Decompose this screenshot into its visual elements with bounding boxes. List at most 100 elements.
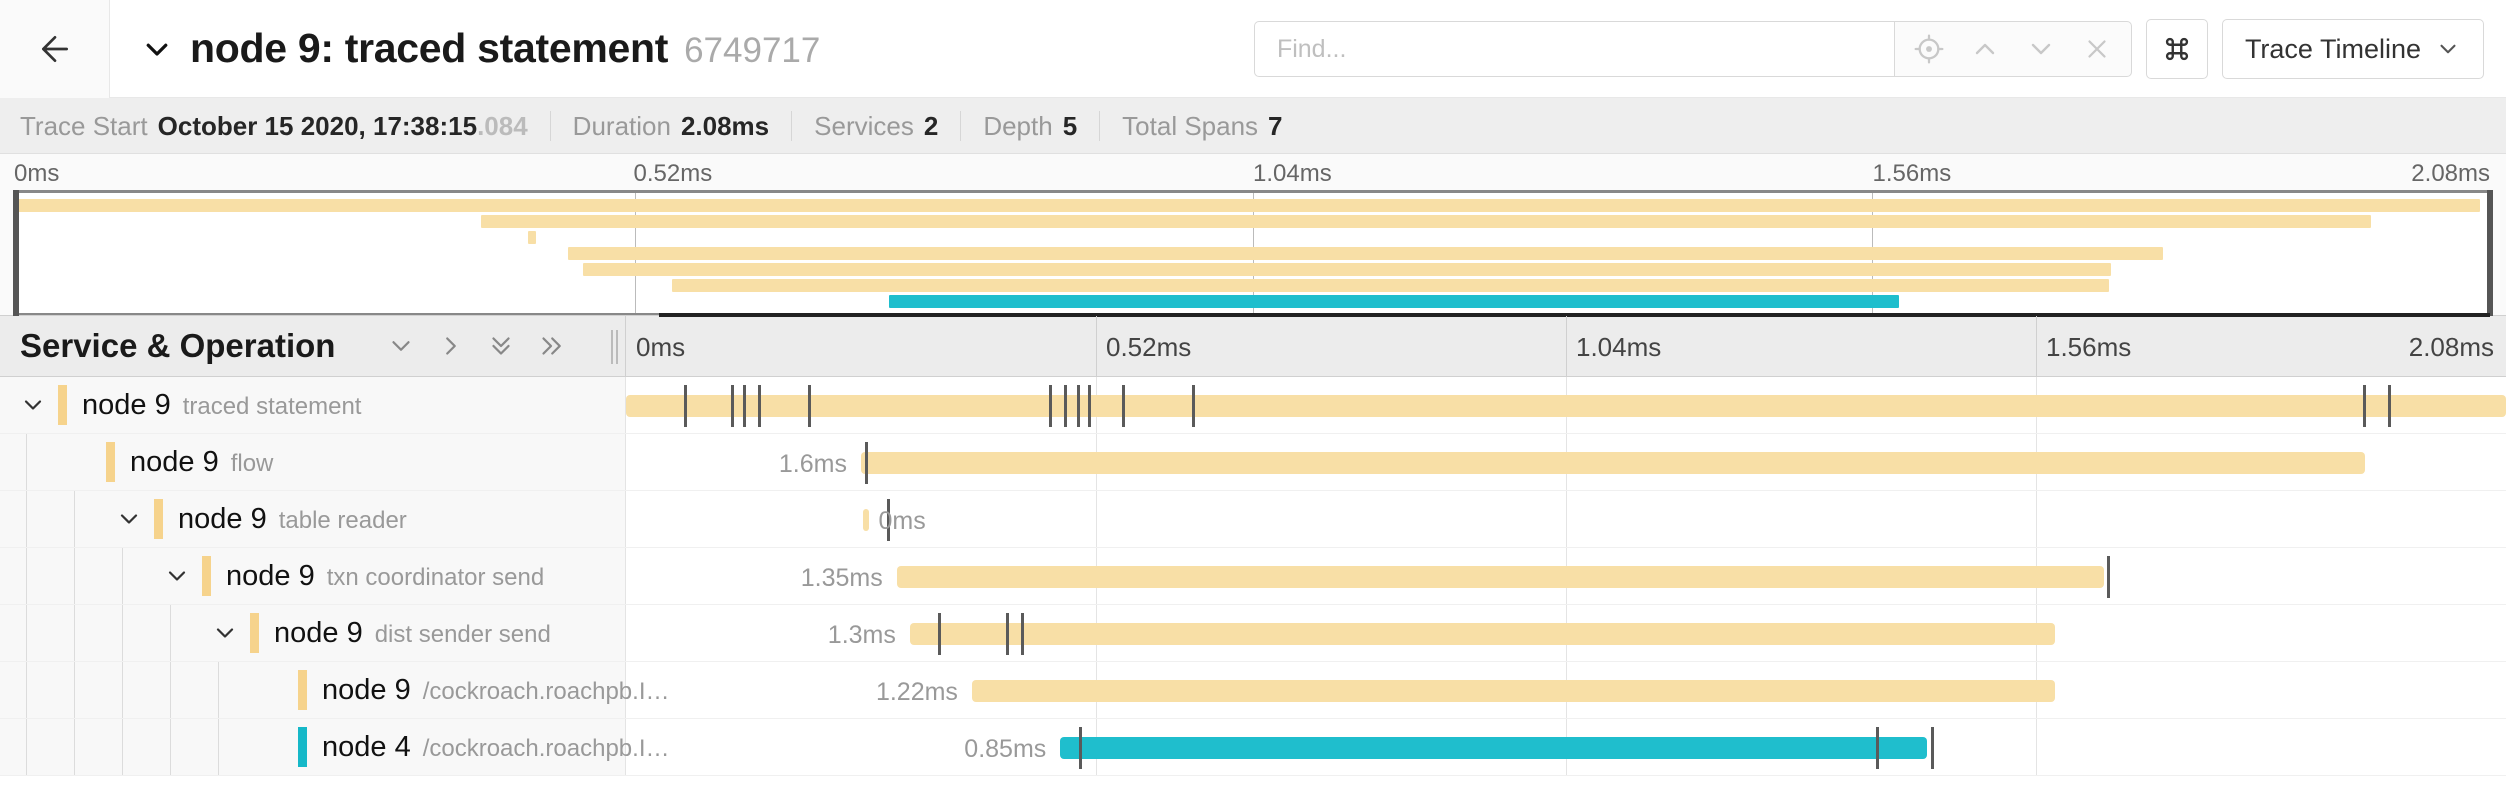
next-match-icon[interactable] [2013, 22, 2069, 76]
span-row[interactable]: node 9 traced statement [0, 377, 2506, 434]
minimap-span-bar [582, 263, 2112, 276]
chevron-down-icon[interactable] [142, 34, 172, 64]
collapse-all-icon[interactable] [483, 328, 519, 364]
header-right-controls: Trace Timeline [1253, 0, 2484, 98]
span-row[interactable]: node 9 table reader 0ms [0, 491, 2506, 548]
span-label: node 9 traced statement [82, 389, 361, 422]
expand-all-icon[interactable] [533, 328, 569, 364]
back-button[interactable] [0, 0, 110, 98]
tick-divider [1566, 316, 1567, 376]
span-tree-cell[interactable]: node 4/cockroach.roachpb.I… [0, 719, 670, 775]
minimap-canvas[interactable] [13, 190, 2493, 317]
tree-guide-line [74, 719, 75, 775]
span-log-marker[interactable] [1191, 385, 1195, 427]
span-duration-bar[interactable] [971, 680, 2055, 702]
tree-guide-line [122, 719, 123, 775]
timeline-tick-label: 0ms [636, 332, 686, 362]
minimap-drag-handle-right[interactable] [2487, 190, 2493, 316]
span-duration-bar[interactable] [1060, 737, 1927, 759]
span-log-marker[interactable] [1049, 385, 1052, 427]
column-resize-handle[interactable] [611, 330, 621, 364]
service-operation-header: Service & Operation [0, 316, 626, 376]
info-label: Duration [572, 110, 671, 141]
page-title: node 9: traced statement 6749717 [142, 25, 820, 72]
tree-controls [383, 328, 569, 364]
prev-match-icon[interactable] [1957, 22, 2013, 76]
timeline-gridline [1566, 491, 1567, 547]
span-bar-cell[interactable]: 0.85ms [626, 719, 2506, 775]
span-log-marker[interactable] [1064, 385, 1068, 427]
span-log-marker[interactable] [887, 499, 891, 541]
span-log-marker[interactable] [864, 442, 868, 484]
span-log-marker[interactable] [1876, 727, 1880, 769]
span-duration-bar[interactable] [862, 509, 869, 531]
span-log-marker[interactable] [2107, 556, 2111, 598]
trace-minimap[interactable]: 0ms 0.52ms 1.04ms 1.56ms 2.08ms [0, 154, 2506, 317]
span-tree-cell[interactable]: node 9 dist sender send [0, 605, 626, 661]
info-label: Depth [983, 110, 1053, 141]
span-bar-cell[interactable] [626, 377, 2506, 433]
span-log-marker[interactable] [731, 385, 735, 427]
span-operation-name: txn coordinator send [326, 563, 545, 591]
trace-title-text: node 9: traced statement [190, 25, 669, 71]
keyboard-shortcuts-button[interactable] [2145, 19, 2208, 79]
span-bar-cell[interactable]: 1.6ms [626, 434, 2506, 490]
span-log-marker[interactable] [1088, 385, 1092, 427]
view-mode-select[interactable]: Trace Timeline [2221, 19, 2484, 79]
top-header: node 9: traced statement 6749717 [0, 0, 2506, 98]
span-log-marker[interactable] [1122, 385, 1126, 427]
span-service-name: node 9 [130, 445, 219, 478]
span-log-marker[interactable] [2387, 385, 2391, 427]
span-duration-bar[interactable] [896, 566, 2104, 588]
span-log-marker[interactable] [1930, 727, 1934, 769]
minimap-span-bar [528, 231, 536, 244]
collapse-span-icon[interactable] [112, 502, 146, 536]
span-log-marker[interactable] [1079, 727, 1083, 769]
span-row[interactable]: node 9/cockroach.roachpb.I… 1.22ms [0, 662, 2506, 719]
span-bar-cell[interactable]: 1.3ms [626, 605, 2506, 661]
span-row[interactable]: node 9 flow 1.6ms [0, 434, 2506, 491]
span-log-marker[interactable] [1020, 613, 1024, 655]
collapse-span-icon[interactable] [208, 616, 242, 650]
span-log-marker[interactable] [1005, 613, 1009, 655]
span-log-marker[interactable] [684, 385, 688, 427]
span-log-marker[interactable] [1077, 385, 1081, 427]
span-row[interactable]: node 9 txn coordinator send 1.35ms [0, 548, 2506, 605]
clear-search-icon[interactable] [2069, 22, 2125, 76]
span-bar-cell[interactable]: 1.22ms [626, 662, 2506, 718]
span-row[interactable]: node 9 dist sender send 1.3ms [0, 605, 2506, 662]
info-duration: Duration 2.08ms [551, 110, 793, 141]
span-duration-bar[interactable] [909, 623, 2055, 645]
span-tree-cell[interactable]: node 9 flow [0, 434, 626, 490]
span-log-marker[interactable] [938, 613, 942, 655]
span-log-marker[interactable] [808, 385, 812, 427]
focus-matches-icon[interactable] [1901, 22, 1957, 76]
span-bar-cell[interactable]: 1.35ms [626, 548, 2506, 604]
timeline-ticks-header: 0ms 0.52ms 1.04ms 1.56ms 2.08ms [626, 316, 2506, 376]
expand-one-icon[interactable] [433, 328, 469, 364]
span-tree-cell[interactable]: node 9 txn coordinator send [0, 548, 626, 604]
collapse-one-icon[interactable] [383, 328, 419, 364]
span-row[interactable]: node 4/cockroach.roachpb.I… 0.85ms [0, 719, 2506, 776]
minimap-span-bar [16, 199, 2481, 212]
span-tree-cell[interactable]: node 9 table reader [0, 491, 626, 547]
span-duration-bar[interactable] [861, 452, 2365, 474]
span-tree-cell[interactable]: node 9 traced statement [0, 377, 626, 433]
span-bar-cell[interactable]: 0ms [626, 491, 2506, 547]
view-mode-label: Trace Timeline [2244, 33, 2421, 64]
span-log-marker[interactable] [757, 385, 761, 427]
span-log-marker[interactable] [2363, 385, 2367, 427]
minimap-drag-handle-left[interactable] [13, 190, 19, 316]
minimap-span-bar [481, 215, 2372, 228]
span-duration-label: 0ms [878, 507, 926, 535]
collapse-span-icon[interactable] [160, 559, 194, 593]
span-tree-cell[interactable]: node 9/cockroach.roachpb.I… [0, 662, 670, 718]
span-duration-bar[interactable] [626, 395, 2506, 417]
span-log-marker[interactable] [742, 385, 746, 427]
tree-guide-line [26, 548, 27, 604]
tree-guide-line [26, 491, 27, 547]
search-input[interactable] [1253, 21, 1894, 77]
span-label: node 9 txn coordinator send [226, 560, 544, 593]
collapse-span-icon[interactable] [16, 388, 50, 422]
span-label: node 4/cockroach.roachpb.I… [322, 731, 670, 764]
